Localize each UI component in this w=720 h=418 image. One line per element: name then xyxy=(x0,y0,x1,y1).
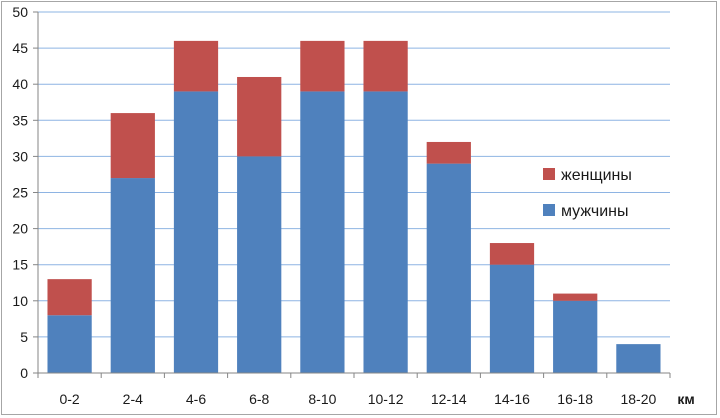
x-tick-label: 16-18 xyxy=(557,391,593,407)
y-tick-label: 10 xyxy=(12,293,28,309)
x-tick-label: 18-20 xyxy=(620,391,656,407)
x-tick-label: 4-6 xyxy=(186,391,206,407)
bar-segment xyxy=(110,178,155,373)
bar-segment xyxy=(110,113,155,179)
legend-label: женщины xyxy=(561,167,632,184)
bar-segment xyxy=(237,156,282,373)
bar-segment xyxy=(426,163,471,373)
bar-segment xyxy=(489,243,535,265)
y-tick-label: 5 xyxy=(20,329,28,345)
x-tick-label: 6-8 xyxy=(249,391,269,407)
y-tick-label: 30 xyxy=(12,148,28,164)
bar-segment xyxy=(363,91,408,374)
y-tick-label: 50 xyxy=(12,4,28,20)
legend-swatch xyxy=(543,204,555,216)
x-axis: 0-2 2-4 4-6 6-8 8-10 10-12 12-14 14-16 16-18 18-2… xyxy=(37,372,671,407)
y-tick-label: 20 xyxy=(12,221,28,237)
bar-segment xyxy=(300,91,345,374)
x-tick-label: 10-12 xyxy=(368,391,404,407)
bars xyxy=(47,40,661,374)
bar-segment xyxy=(173,40,219,92)
x-axis-label: км xyxy=(677,391,694,407)
x-tick-label: 2-4 xyxy=(123,391,143,407)
legend-swatch xyxy=(543,168,555,180)
y-tick-label: 40 xyxy=(12,76,28,92)
x-tick-label: 12-14 xyxy=(431,391,467,407)
y-tick-label: 35 xyxy=(12,112,28,128)
bar-segment xyxy=(489,264,535,373)
bar-segment xyxy=(363,40,408,92)
y-tick-label: 15 xyxy=(12,257,28,273)
legend: женщины мужчины xyxy=(543,167,632,220)
bar-segment xyxy=(173,91,219,374)
bar-segment xyxy=(426,141,471,164)
bar-segment xyxy=(47,315,92,373)
y-tick-label: 25 xyxy=(12,185,28,201)
x-tick-label: 8-10 xyxy=(308,391,336,407)
bar-segment xyxy=(237,76,282,157)
bar-segment xyxy=(300,40,345,92)
bar-segment xyxy=(616,344,661,373)
bar-segment xyxy=(553,293,598,301)
x-tick-label: 14-16 xyxy=(494,391,530,407)
y-tick-label: 45 xyxy=(12,40,28,56)
bar-segment xyxy=(553,300,598,373)
y-tick-label: 0 xyxy=(20,365,28,381)
legend-label: мужчины xyxy=(561,203,629,220)
bar-segment xyxy=(47,279,92,316)
y-axis: 0 5 10 15 20 25 30 35 40 45 50 xyxy=(12,4,39,381)
x-tick-label: 0-2 xyxy=(59,391,79,407)
